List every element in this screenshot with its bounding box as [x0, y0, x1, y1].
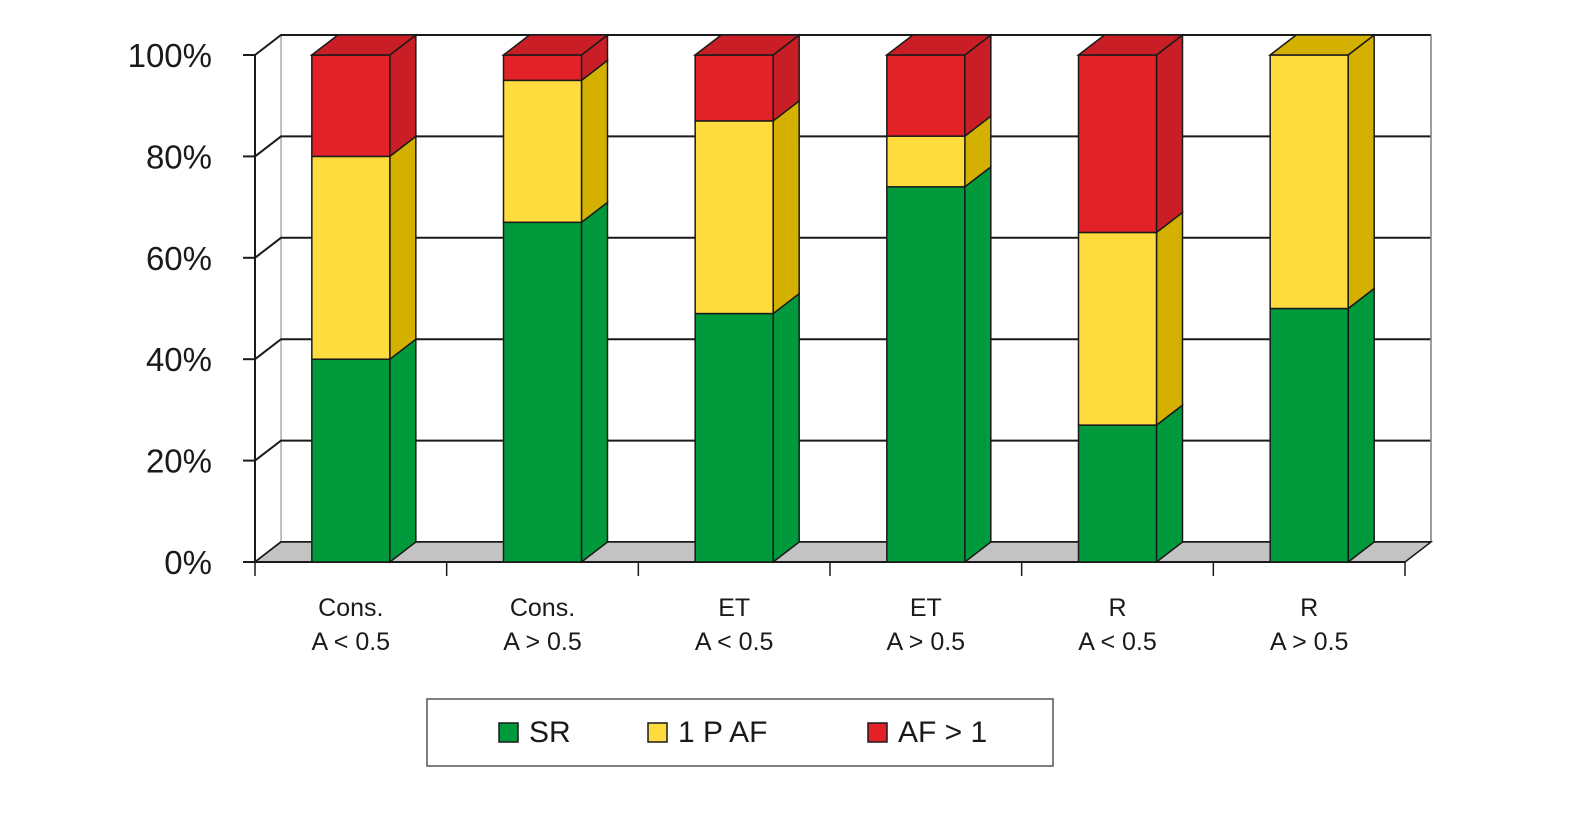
bar-side-face: [389, 134, 417, 361]
legend-label: SR: [529, 716, 571, 749]
bar-segment-sr: [311, 337, 417, 564]
legend-item: AF > 1: [867, 716, 987, 749]
bar-stack: [309, 33, 419, 564]
chart-walls: [254, 33, 1432, 564]
bar-side-face: [1347, 286, 1375, 564]
bar-front-face: [1269, 307, 1349, 563]
gridline: [254, 338, 1431, 360]
bar-top-face: [692, 34, 802, 56]
bar-stack: [884, 33, 994, 564]
bar-side-face: [1155, 210, 1184, 427]
bar-side-face: [1347, 33, 1375, 311]
bar-side-face: [580, 200, 609, 564]
x-axis-labels: Cons. A < 0.5 Cons. A > 0.5 ET A < 0.5 ET A > 0…: [312, 594, 1349, 656]
y-axis-ticks: 0% 20% 40% 60% 80% 100%: [128, 37, 212, 581]
legend-box: [426, 698, 1054, 767]
bar-front-face: [1269, 54, 1349, 310]
bar-segment-1-p-af: [886, 114, 992, 189]
gridline: [254, 34, 1431, 56]
bar-segment-sr: [502, 200, 609, 564]
bar-front-face: [311, 358, 391, 563]
x-category-label: Cons. A > 0.5: [503, 594, 582, 656]
bar-front-face: [502, 79, 583, 224]
bar-stack: [1267, 33, 1377, 564]
bar-front-face: [886, 135, 966, 188]
gridlines: [243, 34, 1432, 563]
bar-front-face: [886, 54, 966, 137]
bar-front-face: [1077, 424, 1158, 563]
bar-segment-1-p-af: [694, 99, 800, 316]
back-wall: [280, 34, 1432, 543]
bars: [309, 33, 1377, 564]
x-category-label: ET A < 0.5: [695, 594, 774, 656]
legend-item: 1 P AF: [647, 716, 768, 749]
gridline: [254, 135, 1431, 158]
legend-swatch: [498, 722, 519, 743]
bar-front-face: [502, 221, 583, 563]
bar-side-face: [389, 337, 417, 564]
bar-stack: [692, 33, 802, 564]
bar-front-face: [1077, 231, 1158, 426]
bar-side-face: [772, 99, 800, 316]
bar-front-face: [694, 54, 774, 122]
bar-segment-sr: [1077, 403, 1184, 564]
bar-side-face: [389, 33, 417, 158]
x-category-label: Cons. A < 0.5: [312, 594, 391, 656]
bar-stack: [501, 33, 610, 564]
legend-label: AF > 1: [898, 716, 987, 749]
x-category-label: ET A > 0.5: [887, 594, 966, 656]
legend-swatch: [867, 722, 888, 743]
bar-segment-af-1: [1077, 33, 1184, 234]
floor-plane: [252, 541, 1434, 563]
legend-label: 1 P AF: [678, 716, 768, 749]
legend-swatch: [647, 722, 668, 743]
legend-item: SR: [498, 716, 571, 749]
bar-top-face: [309, 34, 419, 56]
y-tick-label: 80%: [146, 138, 212, 175]
bar-segment-1-p-af: [1269, 33, 1375, 311]
y-tick-label: 60%: [146, 240, 212, 277]
bar-stack: [1076, 33, 1185, 564]
bar-top-face: [501, 34, 610, 56]
bar-front-face: [1077, 54, 1158, 234]
bar-segment-1-p-af: [311, 134, 417, 361]
bar-segment-1-p-af: [502, 58, 609, 224]
bar-front-face: [311, 155, 391, 360]
bar-side-face: [580, 58, 609, 224]
bar-segment-1-p-af: [1077, 210, 1184, 427]
bar-top-face: [1267, 34, 1377, 56]
gridline: [254, 439, 1431, 462]
y-tick-label: 0%: [164, 544, 212, 581]
bar-segment-sr: [886, 165, 992, 564]
y-tick-label: 20%: [146, 443, 212, 480]
bar-side-face: [964, 165, 992, 564]
bar-front-face: [694, 120, 774, 315]
bar-front-face: [886, 186, 966, 563]
bar-side-face: [1155, 33, 1184, 234]
bar-segment-af-1: [886, 33, 992, 138]
bar-front-face: [311, 54, 391, 158]
bar-top-face: [884, 34, 994, 56]
gridline: [254, 236, 1431, 259]
bar-top-face: [1076, 34, 1185, 56]
y-tick-label: 40%: [146, 341, 212, 378]
bar-side-face: [772, 292, 800, 564]
bar-segment-sr: [1269, 286, 1375, 564]
y-tick-label: 100%: [128, 37, 212, 74]
bar-side-face: [1155, 403, 1184, 564]
bar-front-face: [694, 312, 774, 563]
bar-front-face: [502, 54, 583, 82]
side-wall: [254, 33, 282, 564]
bar-segment-sr: [694, 292, 800, 564]
legend: SR 1 P AF AF > 1: [426, 698, 1054, 767]
